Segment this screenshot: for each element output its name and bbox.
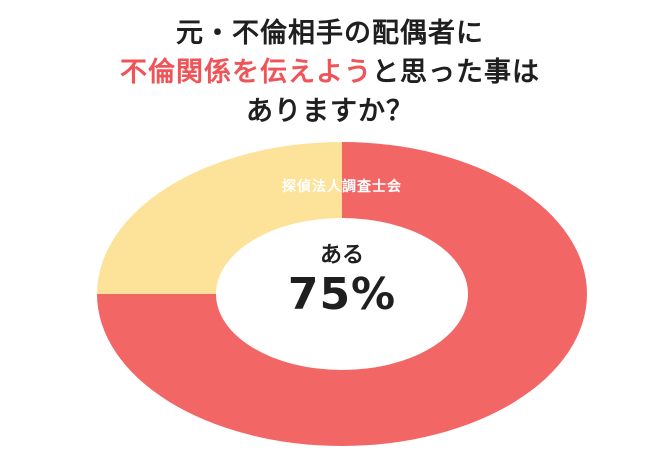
chart-title: 元・不倫相手の配偶者に 不倫関係を伝えようと思った事は ありますか？ bbox=[0, 14, 660, 131]
slice-no bbox=[97, 142, 342, 294]
title-line-3: ありますか？ bbox=[246, 96, 414, 127]
slice-yes bbox=[97, 142, 587, 446]
title-line-2-rest: と思った事は bbox=[372, 57, 540, 88]
center-label: ある bbox=[319, 243, 364, 268]
title-highlight: 不倫関係を伝えよう bbox=[120, 57, 372, 88]
center-value: 75% bbox=[287, 269, 397, 320]
watermark: 探偵法人調査士会 bbox=[282, 179, 402, 195]
title-line-2: 不倫関係を伝えようと思った事は bbox=[0, 53, 660, 92]
title-line-1: 元・不倫相手の配偶者に bbox=[176, 18, 484, 49]
